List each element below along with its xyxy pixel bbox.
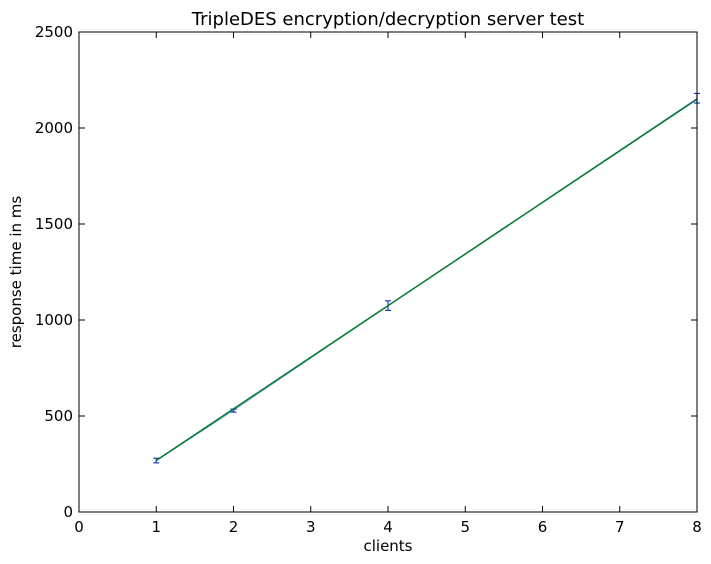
x-tick-label-0: 0 bbox=[74, 518, 84, 536]
x-tick-label-3: 3 bbox=[306, 518, 316, 536]
y-tick-label-5: 2500 bbox=[35, 23, 73, 41]
y-tick-label-3: 1500 bbox=[35, 215, 73, 233]
x-tick-label-5: 5 bbox=[460, 518, 470, 536]
x-tick-label-8: 8 bbox=[692, 518, 702, 536]
plot-area-frame bbox=[78, 31, 698, 513]
x-tick-label-2: 2 bbox=[229, 518, 239, 536]
x-axis-label: clients bbox=[363, 537, 412, 555]
axis-ticks: 0 1 2 3 4 5 6 7 8 0 500 1000 1500 2000 2500 bbox=[35, 23, 702, 536]
y-tick-label-0: 0 bbox=[63, 503, 73, 521]
x-tick-label-6: 6 bbox=[538, 518, 548, 536]
y-axis-label: response time in ms bbox=[7, 196, 25, 349]
x-tick-label-4: 4 bbox=[383, 518, 393, 536]
fit-series-line bbox=[155, 98, 698, 462]
y-tick-label-4: 2000 bbox=[35, 119, 73, 137]
y-tick-label-1: 500 bbox=[44, 407, 73, 425]
x-tick-label-7: 7 bbox=[615, 518, 625, 536]
series-layer bbox=[153, 92, 700, 464]
chart-title: TripleDES encryption/decryption server t… bbox=[191, 9, 584, 30]
y-tick-label-2: 1000 bbox=[35, 311, 73, 329]
x-tick-label-1: 1 bbox=[151, 518, 161, 536]
